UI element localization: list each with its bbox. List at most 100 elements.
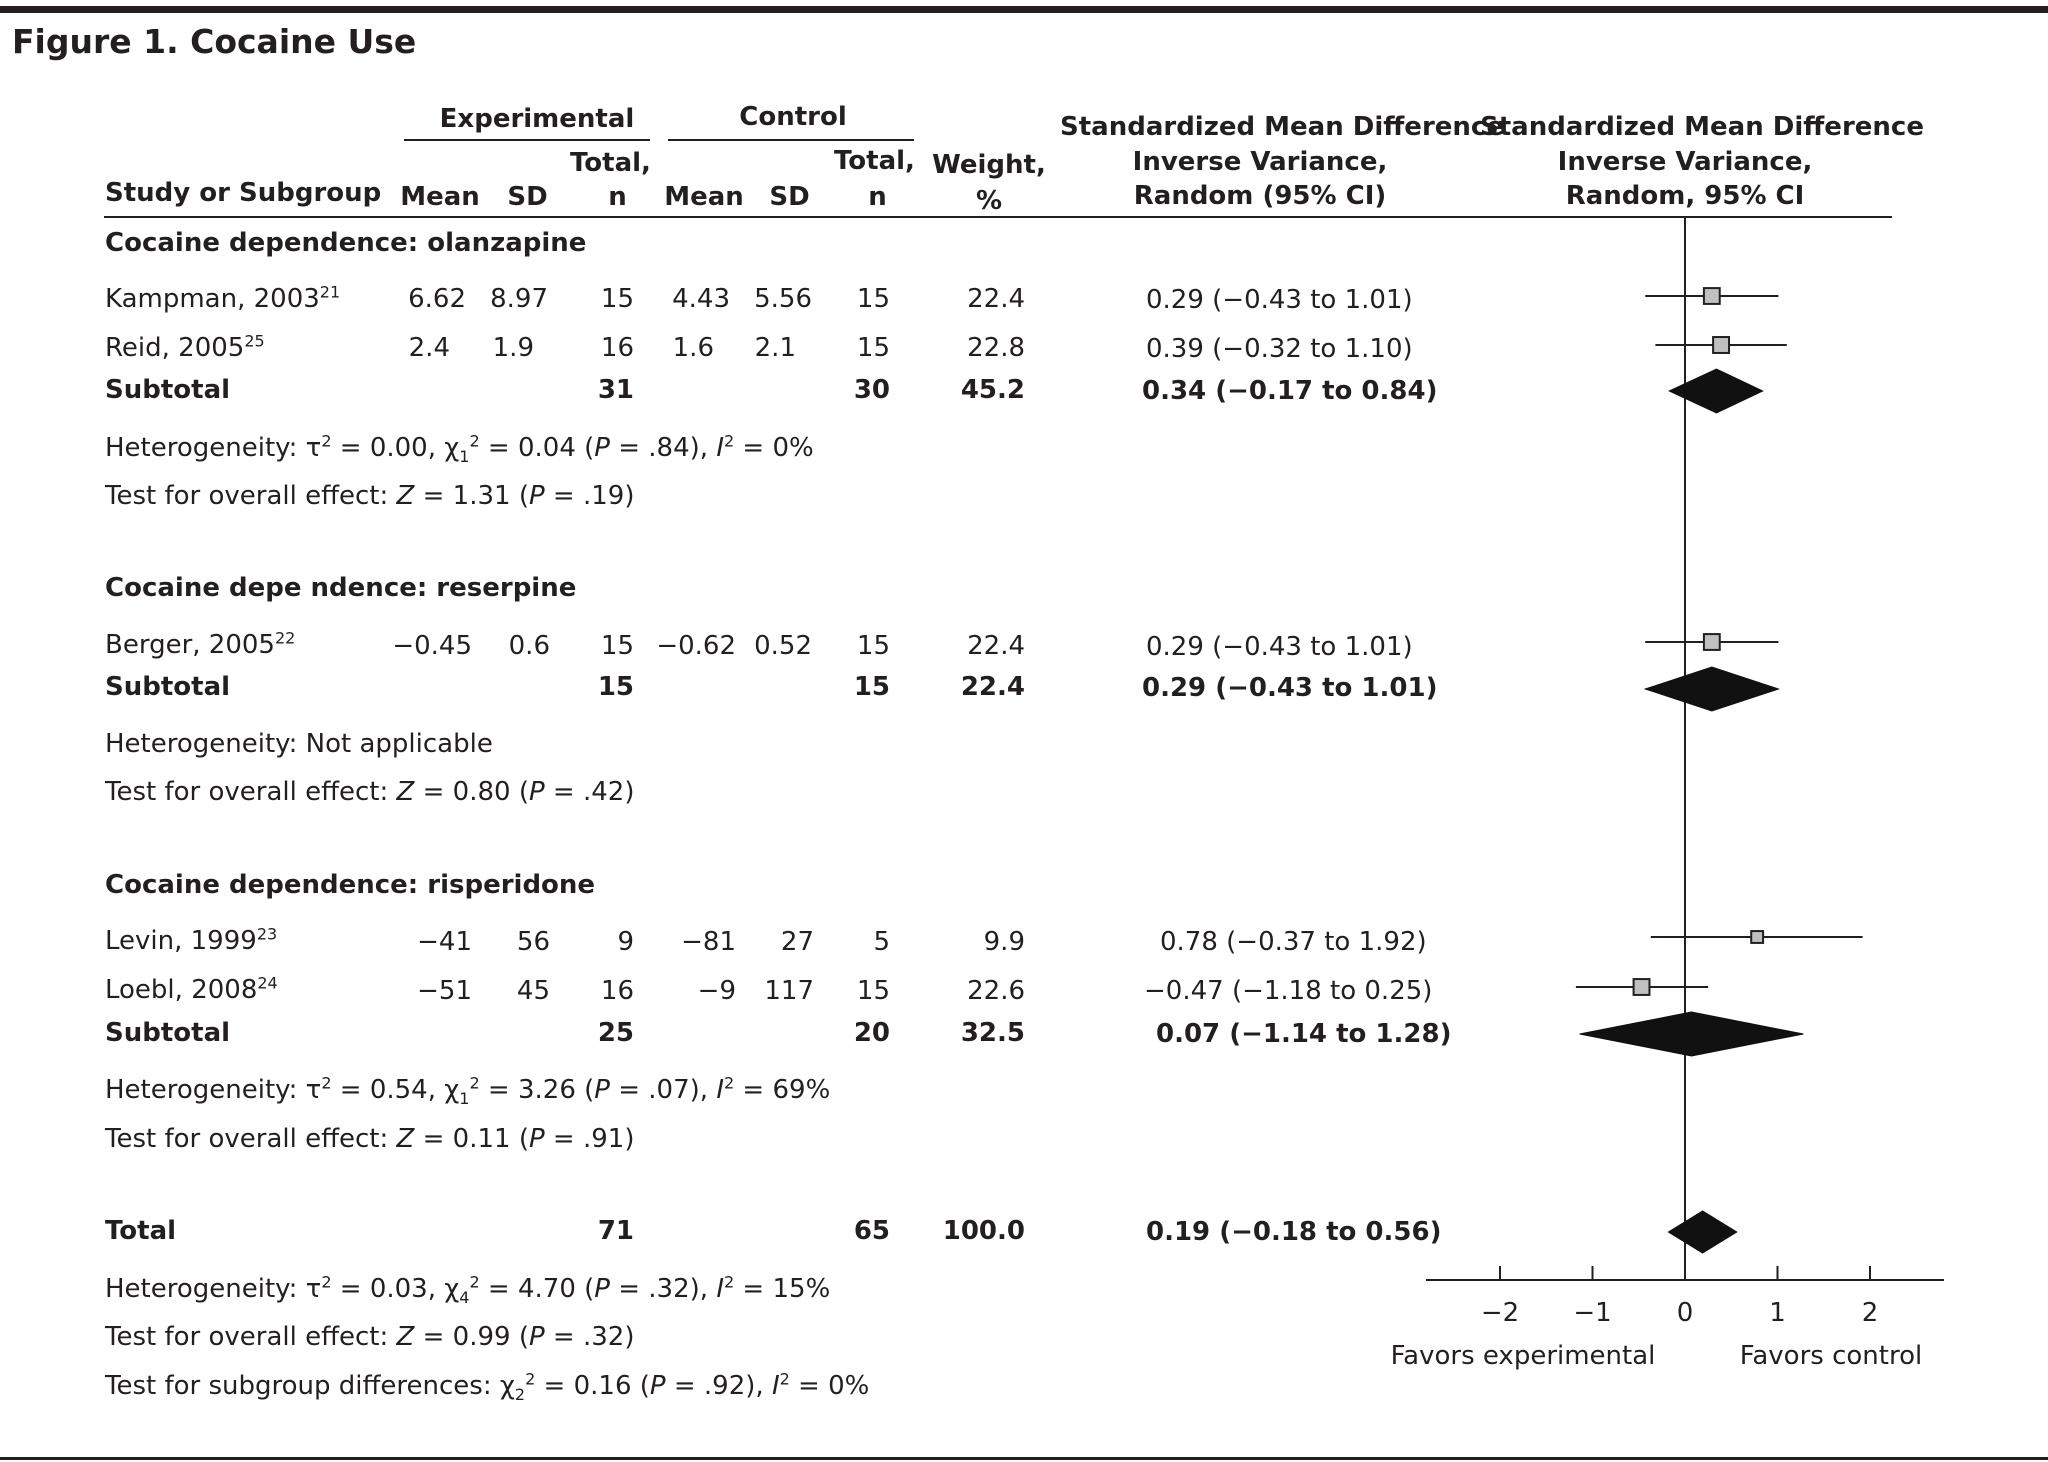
subtotal-label: Subtotal: [105, 1018, 231, 1048]
overall-effect-text: Test for overall effect: Z = 0.99 (P = .…: [105, 1322, 635, 1352]
group-title: Cocaine dependence: olanzapine: [105, 228, 587, 258]
exp-sd: 56: [516, 927, 550, 957]
ctl-n: 20: [853, 1018, 890, 1048]
smd-text-header-1: Standardized Mean Difference: [1060, 112, 1504, 142]
smd-ci: 0.34 (−0.17 to 0.84): [1142, 376, 1438, 406]
weight: 32.5: [960, 1018, 1025, 1048]
exp-sd: 0.6: [508, 631, 550, 661]
exp-mean: −41: [417, 927, 472, 957]
heterogeneity-text: Heterogeneity: Not applicable: [105, 729, 493, 759]
ctl-n: 30: [853, 375, 890, 405]
exp-total-header-1: Total,: [570, 148, 651, 178]
smd-ci: 0.29 (−0.43 to 1.01): [1142, 673, 1438, 703]
control-header: Control: [739, 102, 847, 132]
top-rule: [0, 6, 2048, 13]
group-title: Cocaine depe ndence: reserpine: [105, 573, 577, 603]
ctl-total-header-2: n: [868, 182, 887, 212]
ctl-mean: 4.43: [672, 284, 730, 314]
exp-mean: −0.45: [392, 631, 472, 661]
x-tick-label: 1: [1769, 1298, 1786, 1328]
ctl-mean: −81: [681, 927, 736, 957]
overall-effect-text: Test for overall effect: Z = 1.31 (P = .…: [105, 481, 635, 511]
weight-header-1: Weight,: [932, 150, 1046, 180]
ctl-sd: 117: [764, 976, 814, 1006]
study-square: [1750, 930, 1765, 944]
exp-sd: 1.9: [492, 333, 534, 363]
ctl-n: 15: [856, 976, 890, 1006]
smd-ci: 0.19 (−0.18 to 0.56): [1146, 1217, 1442, 1247]
smd-ci: 0.07 (−1.14 to 1.28): [1156, 1019, 1452, 1049]
study-name: Kampman, 200321: [105, 282, 341, 314]
weight: 22.4: [967, 631, 1025, 661]
exp-sd-header: SD: [507, 182, 548, 212]
study-square: [1702, 287, 1721, 305]
study-header: Study or Subgroup: [105, 178, 382, 208]
heterogeneity-text: Heterogeneity: τ2 = 0.00, χ12 = 0.04 (P …: [105, 431, 814, 467]
exp-n: 31: [597, 375, 634, 405]
smd-text-header-2: Inverse Variance,: [1132, 147, 1388, 177]
exp-n: 9: [617, 927, 634, 957]
weight: 100.0: [942, 1216, 1025, 1246]
weight: 22.6: [967, 976, 1025, 1006]
smd-text-header-3: Random (95% CI): [1133, 181, 1387, 211]
experimental-header: Experimental: [439, 104, 635, 134]
figure-title: Figure 1. Cocaine Use: [12, 22, 417, 61]
study-name: Berger, 200522: [105, 628, 296, 660]
ctl-mean: −0.62: [656, 631, 736, 661]
exp-n: 25: [597, 1018, 634, 1048]
ctl-n: 15: [853, 672, 890, 702]
ctl-mean: −9: [697, 976, 736, 1006]
subtotal-label: Subtotal: [105, 375, 231, 405]
ctl-sd-header: SD: [769, 182, 810, 212]
subtotal-diamond: [1579, 1011, 1804, 1057]
weight: 22.8: [967, 333, 1025, 363]
ctl-sd: 0.52: [754, 631, 812, 661]
exp-mean: −51: [417, 976, 472, 1006]
study-name: Levin, 199923: [105, 924, 278, 956]
exp-n: 15: [597, 672, 634, 702]
exp-sd: 45: [516, 976, 550, 1006]
exp-n: 16: [600, 976, 634, 1006]
ctl-n: 5: [873, 927, 890, 957]
heterogeneity-text: Heterogeneity: τ2 = 0.54, χ12 = 3.26 (P …: [105, 1073, 831, 1109]
exp-mean: 2.4: [408, 333, 450, 363]
exp-n: 71: [597, 1216, 634, 1246]
x-tick-label: −1: [1573, 1298, 1611, 1328]
experimental-underline: [404, 139, 650, 141]
smd-plot-header-3: Random, 95% CI: [1565, 181, 1805, 211]
subtotal-label: Subtotal: [105, 672, 231, 702]
subgroup-differences-text: Test for subgroup differences: χ22 = 0.1…: [105, 1369, 870, 1405]
favors-control-label: Favors control: [1740, 1341, 1922, 1371]
exp-n: 15: [600, 631, 634, 661]
smd-plot-header-2: Inverse Variance,: [1557, 147, 1813, 177]
exp-n: 15: [600, 284, 634, 314]
exp-n: 16: [600, 333, 634, 363]
heterogeneity-text: Heterogeneity: τ2 = 0.03, χ42 = 4.70 (P …: [105, 1272, 831, 1308]
overall-effect-text: Test for overall effect: Z = 0.80 (P = .…: [105, 777, 635, 807]
ctl-sd: 27: [780, 927, 814, 957]
ctl-n: 65: [853, 1216, 890, 1246]
weight: 45.2: [960, 375, 1025, 405]
total-diamond: [1667, 1210, 1738, 1254]
smd-ci: 0.29 (−0.43 to 1.01): [1146, 285, 1413, 315]
x-tick-label: 0: [1677, 1298, 1694, 1328]
weight-header-2: %: [975, 186, 1003, 216]
ctl-sd: 5.56: [754, 284, 812, 314]
control-underline: [668, 139, 914, 141]
x-tick-label: −2: [1481, 1298, 1519, 1328]
exp-mean-header: Mean: [400, 182, 480, 212]
exp-total-header-2: n: [608, 182, 627, 212]
total-label: Total: [105, 1216, 177, 1246]
exp-sd: 8.97: [490, 284, 548, 314]
favors-experimental-label: Favors experimental: [1391, 1341, 1656, 1371]
ctl-n: 15: [856, 284, 890, 314]
weight: 9.9: [983, 927, 1025, 957]
ctl-sd: 2.1: [754, 333, 796, 363]
subtotal-diamond: [1668, 368, 1764, 414]
study-square: [1632, 978, 1651, 996]
study-name: Loebl, 200824: [105, 973, 278, 1005]
ctl-n: 15: [856, 333, 890, 363]
smd-ci: 0.78 (−0.37 to 1.92): [1160, 927, 1427, 957]
